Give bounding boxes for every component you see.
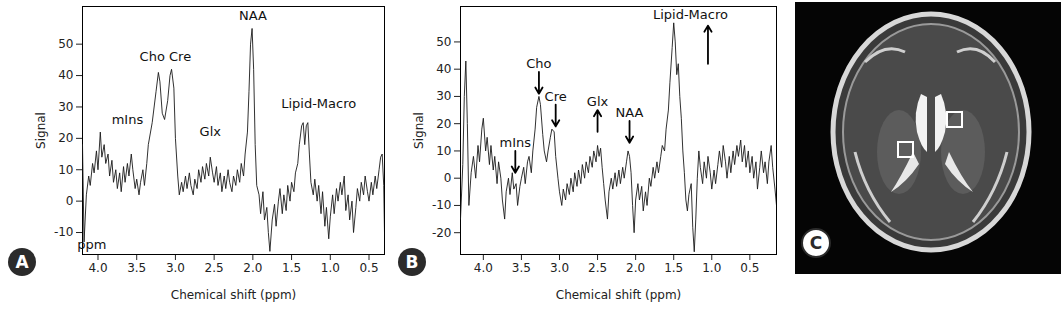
svg-text:Chemical shift (ppm): Chemical shift (ppm)	[171, 288, 297, 302]
svg-text:mIns: mIns	[500, 135, 532, 150]
svg-text:-10: -10	[54, 225, 74, 239]
html-text:B: B	[405, 252, 419, 272]
svg-text:1.5: 1.5	[664, 261, 683, 275]
svg-text:4.0: 4.0	[474, 261, 493, 275]
svg-text:-10: -10	[432, 198, 452, 212]
svg-text:4.0: 4.0	[88, 261, 107, 275]
svg-text:1.0: 1.0	[702, 261, 721, 275]
svg-text:2.5: 2.5	[588, 261, 607, 275]
svg-text:2.0: 2.0	[626, 261, 645, 275]
svg-text:NAA: NAA	[616, 105, 644, 120]
svg-text:-20: -20	[432, 226, 452, 240]
svg-text:50: 50	[58, 37, 73, 51]
svg-text:0: 0	[444, 171, 452, 185]
svg-text:Lipid-Macro: Lipid-Macro	[653, 7, 728, 22]
svg-text:0.5: 0.5	[359, 261, 378, 275]
svg-text:Cho: Cho	[526, 56, 551, 71]
svg-text:20: 20	[58, 131, 73, 145]
svg-text:mIns: mIns	[112, 112, 144, 127]
svg-text:3.0: 3.0	[166, 261, 185, 275]
svg-text:40: 40	[58, 68, 73, 82]
svg-text:2.5: 2.5	[205, 261, 224, 275]
svg-text:30: 30	[436, 89, 451, 103]
svg-text:3.5: 3.5	[512, 261, 531, 275]
svg-text:Signal: Signal	[34, 112, 48, 149]
svg-text:20: 20	[436, 117, 451, 131]
svg-text:1.0: 1.0	[321, 261, 340, 275]
svg-text:Chemical shift (ppm): Chemical shift (ppm)	[556, 288, 682, 302]
svg-text:30: 30	[58, 100, 73, 114]
svg-text:50: 50	[436, 35, 451, 49]
svg-text:3.5: 3.5	[127, 261, 146, 275]
html-text:C: C	[809, 233, 823, 253]
svg-text:2.0: 2.0	[243, 261, 262, 275]
svg-text:Cre: Cre	[545, 89, 567, 104]
svg-text:Cho Cre: Cho Cre	[140, 49, 192, 64]
svg-text:NAA: NAA	[239, 8, 267, 23]
svg-text:Glx: Glx	[200, 124, 222, 139]
svg-text:1.5: 1.5	[282, 261, 301, 275]
svg-text:Glx: Glx	[587, 94, 609, 109]
svg-text:3.0: 3.0	[550, 261, 569, 275]
svg-text:10: 10	[58, 163, 73, 177]
svg-text:0: 0	[66, 194, 74, 208]
svg-text:Signal: Signal	[412, 112, 426, 149]
svg-text:ppm: ppm	[77, 237, 106, 252]
svg-text:Lipid-Macro: Lipid-Macro	[281, 96, 356, 111]
svg-text:0.5: 0.5	[740, 261, 759, 275]
svg-text:40: 40	[436, 62, 451, 76]
svg-text:10: 10	[436, 144, 451, 158]
html-text:A: A	[15, 252, 29, 272]
